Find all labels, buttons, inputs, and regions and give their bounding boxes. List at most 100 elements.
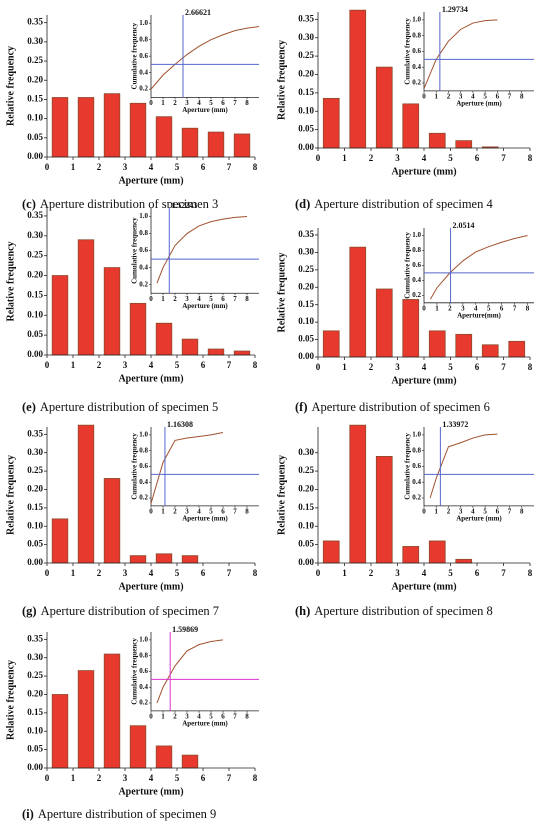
caption-text: Aperture distribution of specimen 3: [40, 197, 218, 211]
y-tick-label: 0.25: [27, 465, 43, 475]
y-tick-label: 0.20: [298, 484, 314, 494]
bar: [181, 754, 199, 769]
inset-y-tick-label: 0.4: [139, 263, 148, 271]
inset-y-tick-label: 1.0: [139, 635, 148, 643]
inset-x-tick-label: 8: [526, 304, 530, 312]
inset-y-tick-label: 0.8: [412, 246, 421, 254]
y-tick-label: 0.30: [27, 230, 43, 240]
x-tick-label: 0: [45, 773, 50, 783]
x-tick-label: 1: [71, 360, 76, 370]
bar: [181, 338, 199, 356]
inset-y-tick-label: 0.6: [412, 261, 421, 269]
x-tick-label: 8: [528, 568, 533, 578]
x-tick-label: 4: [149, 773, 154, 783]
inset-x-label: Aperture (mm): [456, 514, 502, 522]
bar: [322, 540, 340, 564]
inset-x-tick-label: 1: [161, 712, 165, 720]
inset-x-tick-label: 8: [520, 92, 524, 100]
bar: [455, 558, 473, 564]
bar: [155, 745, 173, 769]
y-tick-label: 0.00: [27, 557, 43, 567]
y-tick-label: 0.35: [27, 428, 43, 438]
x-tick-label: 6: [201, 568, 206, 578]
y-tick-label: 0.25: [298, 465, 314, 475]
inset-y-tick-label: 0.4: [139, 683, 148, 691]
y-tick-label: 0.05: [298, 539, 314, 549]
x-tick-label: 2: [97, 568, 102, 578]
bar: [455, 333, 473, 358]
y-tick-label: 0.15: [27, 707, 43, 717]
median-label: 1.16308: [167, 420, 193, 429]
caption-label: (i): [22, 807, 34, 821]
caption-text: Aperture distribution of specimen 7: [41, 604, 219, 618]
y-tick-label: 0.20: [27, 689, 43, 699]
y-tick-label: 0.10: [27, 113, 43, 123]
inset-y-tick-label: 0.4: [139, 478, 148, 486]
y-tick-label: 0.05: [27, 744, 43, 754]
inset-x-tick-label: 5: [487, 304, 491, 312]
inset-y-tick-label: 0.2: [412, 494, 421, 502]
y-tick-label: 0.25: [298, 50, 314, 60]
bar: [428, 132, 446, 149]
x-tick-label: 2: [97, 360, 102, 370]
inset-x-tick-label: 6: [500, 304, 504, 312]
x-tick-label: 8: [528, 153, 533, 163]
inset-background: [151, 208, 259, 294]
y-tick-label: 0.00: [298, 557, 314, 567]
x-tick-label: 3: [395, 362, 400, 372]
inset-x-tick-label: 4: [474, 304, 478, 312]
median-label: 1.33972: [442, 420, 468, 429]
inset-x-tick-label: 4: [471, 92, 475, 100]
x-tick-label: 4: [149, 162, 154, 172]
bar: [77, 239, 95, 356]
inset-y-tick-label: 0.6: [139, 246, 148, 254]
inset-y-tick-label: 1.0: [139, 212, 148, 220]
caption-text: Aperture distribution of specimen 8: [314, 604, 492, 618]
x-tick-label: 3: [395, 568, 400, 578]
y-tick-label: 0.35: [298, 229, 314, 239]
inset-x-tick-label: 1: [161, 507, 165, 515]
inset-y-tick-label: 0.6: [412, 462, 421, 470]
y-tick-label: 0.00: [27, 762, 43, 772]
x-axis-label: Aperture (mm): [118, 581, 183, 592]
x-tick-label: 8: [528, 362, 533, 372]
inset-y-tick-label: 0.2: [412, 291, 421, 299]
inset-x-tick-label: 7: [508, 92, 512, 100]
x-tick-label: 1: [342, 568, 347, 578]
y-tick-label: 0.15: [298, 299, 314, 309]
x-axis-label: Aperture (mm): [391, 581, 456, 592]
x-tick-label: 1: [71, 773, 76, 783]
x-tick-label: 2: [97, 773, 102, 783]
inset-x-tick-label: 3: [185, 99, 189, 107]
y-tick-label: 0.05: [27, 539, 43, 549]
bar: [375, 66, 393, 149]
y-tick-label: 0.30: [298, 447, 314, 457]
inset-x-tick-label: 8: [245, 712, 249, 720]
x-tick-label: 6: [201, 773, 206, 783]
y-tick-label: 0.25: [27, 670, 43, 680]
inset-x-tick-label: 1: [434, 92, 438, 100]
y-axis-label: Relative frequency: [276, 40, 287, 120]
caption-label: (d): [295, 197, 310, 211]
inset-x-tick-label: 8: [245, 507, 249, 515]
bar: [77, 670, 95, 769]
bar: [428, 330, 446, 358]
x-tick-label: 5: [448, 568, 453, 578]
y-tick-label: 0.20: [27, 74, 43, 84]
x-tick-label: 0: [45, 360, 50, 370]
bar: [375, 288, 393, 358]
bar: [508, 340, 526, 358]
bar: [349, 424, 367, 564]
inset-y-tick-label: 1.0: [139, 19, 148, 27]
inset-x-tick-label: 4: [197, 295, 201, 303]
y-tick-label: 0.15: [27, 502, 43, 512]
y-tick-label: 0.00: [27, 349, 43, 359]
bar: [77, 424, 95, 564]
x-tick-label: 3: [395, 153, 400, 163]
x-tick-label: 4: [422, 153, 427, 163]
y-tick-label: 0.05: [27, 132, 43, 142]
x-tick-label: 4: [422, 568, 427, 578]
inset-y-tick-label: 0.4: [412, 63, 421, 71]
bar: [103, 653, 121, 769]
bar: [129, 302, 147, 356]
